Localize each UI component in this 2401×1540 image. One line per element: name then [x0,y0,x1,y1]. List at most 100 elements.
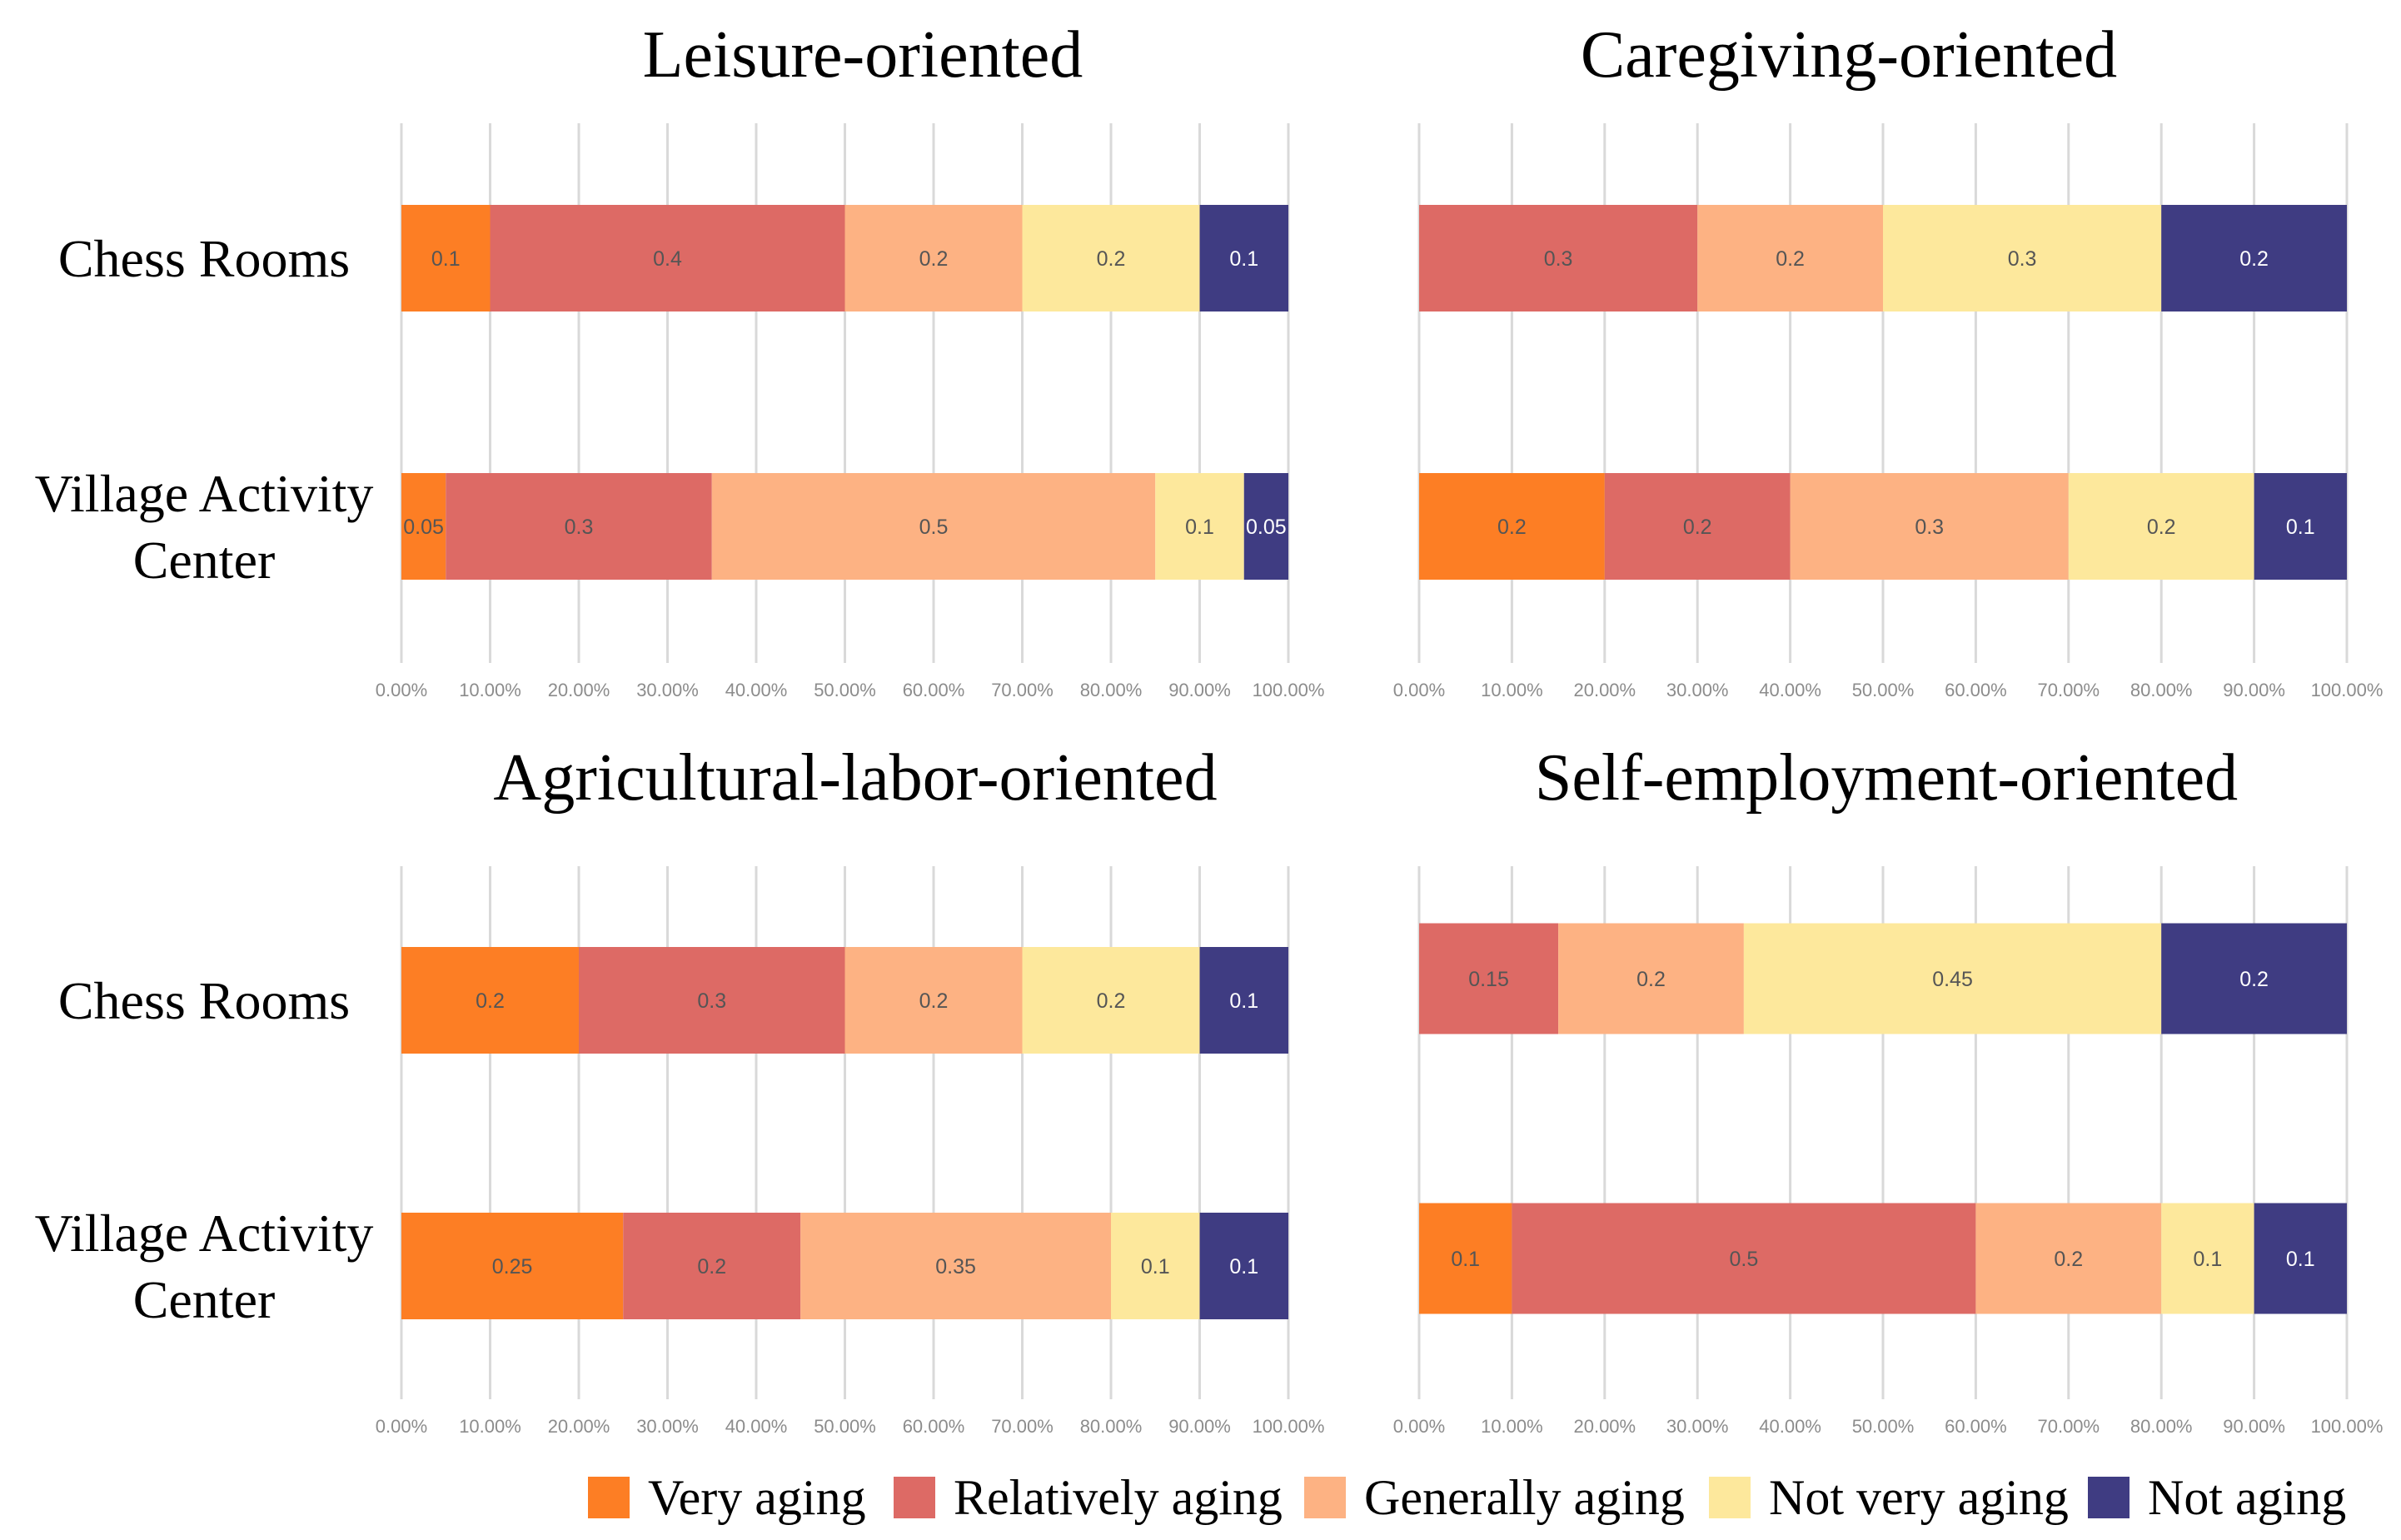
tick-label: 80.00% [2130,1416,2193,1437]
tick-label: 40.00% [1759,1416,1821,1437]
bar-segment [1022,947,1200,1054]
legend-label: Not very aging [1769,1470,2069,1525]
data-label: 0.2 [2239,247,2269,271]
legend-item: Not very aging [1709,1470,2069,1525]
tick-label: 10.00% [459,1416,521,1437]
legend: Very aging Relatively aging Generally agin… [588,1470,2346,1525]
tick-label: 50.00% [814,680,876,700]
data-label: 0.2 [1497,516,1527,539]
tick-label: 90.00% [2223,680,2285,700]
data-label: 0.2 [2239,968,2269,991]
tick-label: 50.00% [814,1416,876,1437]
bar-segment [623,1213,801,1319]
data-label: 0.1 [2286,1248,2315,1271]
legend-label: Generally aging [1364,1470,1685,1525]
tick-label: 60.00% [903,1416,965,1437]
data-label: 0.1 [1229,1255,1258,1278]
bar-segment [2254,473,2347,580]
chart-panel-1: Leisure-oriented 0.1 0.4 0.2 0.2 0.1 Chess Roo… [35,18,1325,700]
tick-label: 80.00% [2130,680,2193,700]
tick-label: 20.00% [548,1416,610,1437]
tick-label: 30.00% [636,680,699,700]
category-label: Center [133,1270,276,1329]
data-label: 0.45 [1932,968,1973,991]
legend-label: Relatively aging [954,1470,1283,1525]
bar-segment [2254,1203,2347,1314]
tick-label: 70.00% [991,1416,1054,1437]
tick-label: 10.00% [459,680,521,700]
data-label: 0.2 [1097,247,1126,271]
data-label: 0.2 [1636,968,1666,991]
bar-segment [1419,473,1605,580]
tick-label: 40.00% [725,1416,788,1437]
data-label: 0.15 [1468,968,1509,991]
tick-label: 30.00% [1666,680,1729,700]
data-label: 0.25 [492,1255,533,1278]
data-label: 0.5 [919,516,949,539]
data-label: 0.3 [2008,247,2037,271]
bar-segment [1558,923,1744,1034]
data-label: 0.1 [1141,1255,1170,1278]
bar-segment [1697,205,1883,311]
chart-title: Self-employment-oriented [1535,741,2238,815]
tick-label: 100.00% [2311,680,2384,700]
bar-segment [1419,205,1698,311]
data-label: 0.3 [1544,247,1573,271]
category-label: Village Activity [35,464,374,523]
data-label: 0.3 [697,989,726,1013]
category-label: Chess Rooms [58,971,350,1030]
bar-segment [1883,205,2162,311]
tick-label: 30.00% [636,1416,699,1437]
tick-label: 20.00% [1573,1416,1636,1437]
category-label: Chess Rooms [58,229,350,288]
data-label: 0.05 [403,516,444,539]
bar-segment [800,1213,1111,1319]
tick-label: 40.00% [1759,680,1821,700]
data-label: 0.1 [1229,989,1258,1013]
data-label: 0.1 [1185,516,1214,539]
tick-label: 0.00% [1393,680,1445,700]
data-label: 0.1 [431,247,461,271]
data-label: 0.2 [919,247,949,271]
tick-label: 0.00% [1393,1416,1445,1437]
tick-label: 10.00% [1481,680,1543,700]
data-label: 0.2 [697,1255,726,1278]
panels: Leisure-oriented 0.1 0.4 0.2 0.2 0.1 Chess Roo… [35,18,2384,1437]
bar-segment [1604,473,1791,580]
tick-label: 80.00% [1080,1416,1143,1437]
legend-swatch [1304,1477,1346,1518]
bar-segment [490,205,845,311]
bar-segment [1512,1203,1976,1314]
bar-segment [1199,1213,1288,1319]
tick-label: 40.00% [725,680,788,700]
bar-segment [1419,923,1559,1034]
category-label: Village Activity [35,1204,374,1263]
bar-segment [2161,205,2347,311]
bar-segment [844,947,1023,1054]
chart-title: Agricultural-labor-oriented [493,741,1217,815]
tick-label: 80.00% [1080,680,1143,700]
chart-panel-4: Self-employment-oriented 0.15 0.2 0.45 0.2 0.… [1393,741,2384,1437]
data-label: 0.2 [1776,247,1805,271]
bar-segment [1243,473,1288,580]
tick-label: 60.00% [1945,680,2007,700]
legend-item: Relatively aging [894,1470,1283,1525]
chart-panel-3: Agricultural-labor-oriented 0.2 0.3 0.2 0.2 0… [35,741,1325,1437]
bar-segment [446,473,712,580]
legend-label: Very aging [648,1470,866,1525]
legend-swatch [2088,1477,2130,1518]
tick-label: 70.00% [2037,1416,2100,1437]
data-label: 0.2 [919,989,949,1013]
tick-label: 100.00% [1253,680,1325,700]
data-label: 0.35 [935,1255,976,1278]
bar-segment [2161,923,2347,1034]
bar-segment [1790,473,2069,580]
bar-segment [1199,205,1288,311]
data-label: 0.3 [1915,516,1944,539]
bar-segment [1419,1203,1512,1314]
tick-label: 70.00% [2037,680,2100,700]
data-label: 0.2 [2147,516,2176,539]
bar-segment [1155,473,1244,580]
legend-swatch [588,1477,630,1518]
tick-label: 20.00% [1573,680,1636,700]
